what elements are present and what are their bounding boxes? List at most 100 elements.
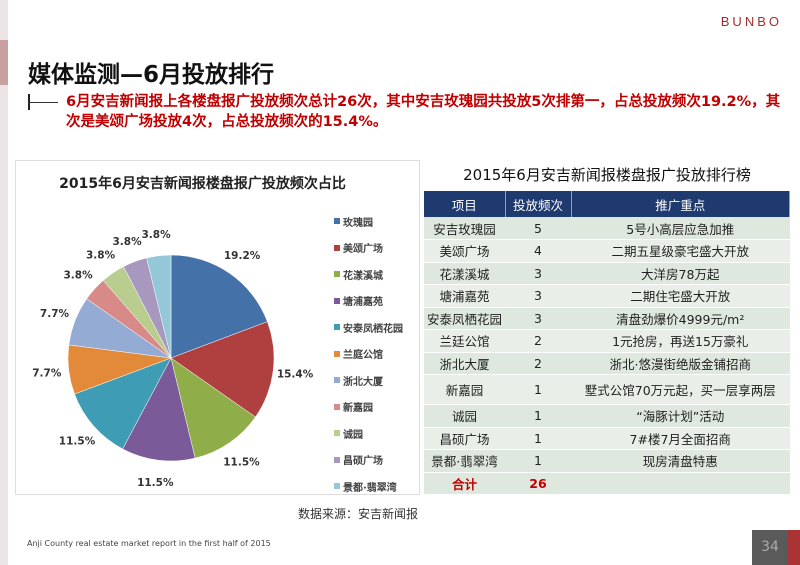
cell-frequency: 3 (505, 307, 571, 330)
pie-slice (170, 321, 275, 418)
header-project: 项目 (424, 191, 506, 217)
legend-label: 景都·翡翠湾 (343, 482, 397, 494)
slice-label: 11.5% (59, 435, 96, 447)
cell-frequency: 2 (505, 329, 571, 353)
slice-label: 11.5% (137, 477, 174, 489)
pie-slice (146, 254, 172, 359)
legend-label: 浙北大厦 (343, 376, 383, 388)
cell-project: 兰廷公馆 (424, 329, 505, 353)
pie-slice (170, 357, 256, 459)
cell-project: 景都·翡翠湾 (424, 449, 505, 473)
slice-label: 3.8% (142, 229, 172, 241)
cell-project: 浙北大厦 (424, 352, 505, 375)
legend-item: 安泰凤栖花园 (334, 314, 403, 341)
legend-label: 玫瑰园 (343, 217, 373, 229)
header-focus: 推广重点 (571, 191, 790, 217)
summary: 6月安吉新闻报上各楼盘报广投放频次总计26次，其中安吉玫瑰园共投放5次排第一，占… (28, 92, 788, 132)
left-decor-bar (0, 0, 8, 565)
table-row: 塘浦嘉苑 3 二期住宅盛大开放 (424, 284, 790, 308)
cell-project: 新嘉园 (424, 374, 505, 405)
legend-label: 昌硕广场 (343, 456, 383, 468)
summary-text: 6月安吉新闻报上各楼盘报广投放频次总计26次，其中安吉玫瑰园共投放5次排第一，占… (66, 94, 781, 130)
cell-focus: 1元抢房，再送15万豪礼 (571, 329, 790, 353)
legend-swatch (334, 430, 340, 437)
table-row: 美颂广场 4 二期五星级豪宅盛大开放 (424, 239, 790, 263)
legend-item: 美颂广场 (334, 235, 403, 262)
table-row: 昌硕广场 1 7#楼7月全面招商 (424, 427, 790, 450)
table-row: 诚园 1 “海豚计划”活动 (424, 404, 790, 428)
cell-focus: 大洋房78万起 (571, 262, 790, 285)
slice-label: 3.8% (86, 250, 116, 262)
legend-item: 新嘉园 (334, 394, 403, 421)
legend-item: 塘浦嘉苑 (334, 288, 403, 315)
footer-text: Anji County real estate market report in… (27, 539, 271, 548)
cell-focus: 浙北·悠漫街绝版金铺招商 (571, 352, 790, 375)
cell-focus: 现房清盘特惠 (571, 449, 790, 473)
legend-item: 玫瑰园 (334, 208, 403, 235)
legend-swatch (334, 244, 340, 251)
slice-label: 19.2% (224, 250, 261, 262)
cell-project: 美颂广场 (424, 239, 505, 263)
legend-item: 花漾溪城 (334, 261, 403, 288)
total-cell (571, 472, 790, 495)
slice-label: 3.8% (64, 269, 94, 281)
table-row: 新嘉园 1 墅式公馆70万元起，买一层享两层 (424, 374, 790, 405)
cell-project: 昌硕广场 (424, 427, 505, 450)
page-title: 媒体监测—6月投放排行 (28, 62, 275, 88)
legend-swatch (334, 271, 340, 278)
cell-focus: 二期五星级豪宅盛大开放 (571, 239, 790, 263)
legend-label: 塘浦嘉苑 (343, 297, 383, 309)
legend-swatch (334, 403, 340, 410)
legend-swatch (334, 324, 340, 331)
legend-item: 诚园 (334, 420, 403, 447)
chart-title: 2015年6月安吉新闻报楼盘报广投放频次占比 (59, 176, 346, 192)
cell-project: 花漾溪城 (424, 262, 505, 285)
table-row: 景都·翡翠湾 1 现房清盘特惠 (424, 449, 790, 473)
header-frequency: 投放频次 (505, 191, 572, 217)
table-title: 2015年6月安吉新闻报楼盘报广投放排行榜 (463, 166, 751, 184)
pie-svg: 19.2%15.4%11.5%11.5%11.5%7.7%7.7%3.8%3.8… (32, 229, 313, 489)
cell-focus: 5号小高层应急加推 (571, 217, 790, 240)
cell-project: 塘浦嘉苑 (424, 284, 505, 308)
pie-slice (170, 254, 268, 359)
cell-focus: 墅式公馆70万元起，买一层享两层 (571, 374, 790, 405)
legend-label: 诚园 (343, 429, 363, 441)
legend-swatch (334, 483, 340, 490)
cell-project: 安泰凤栖花园 (424, 307, 505, 330)
legend-label: 兰庭公馆 (343, 350, 383, 362)
total-cell: 合计 (424, 472, 505, 495)
cell-frequency: 1 (505, 449, 571, 473)
page-accent (788, 530, 800, 565)
table-row: 安泰凤栖花园 3 清盘劲爆价4999元/m² (424, 307, 790, 330)
cell-focus: 7#楼7月全面招商 (571, 427, 790, 450)
pie-slice (122, 357, 196, 462)
legend-item: 景都·翡翠湾 (334, 473, 403, 500)
slice-label: 11.5% (223, 456, 260, 468)
cell-focus: 二期住宅盛大开放 (571, 284, 790, 308)
table-row: 安吉玫瑰园 5 5号小高层应急加推 (424, 217, 790, 240)
legend-label: 花漾溪城 (343, 270, 383, 282)
page-number: 34 (752, 530, 788, 565)
legend-swatch (334, 350, 340, 357)
brand-logo: BUNBO (720, 14, 782, 29)
cell-frequency: 2 (505, 352, 571, 375)
table-row: 浙北大厦 2 浙北·悠漫街绝版金铺招商 (424, 352, 790, 375)
cell-focus: “海豚计划”活动 (571, 404, 790, 428)
cell-frequency: 5 (505, 217, 571, 240)
total-row: 合计 26 (424, 472, 790, 495)
table-row: 花漾溪城 3 大洋房78万起 (424, 262, 790, 285)
cell-frequency: 1 (505, 427, 571, 450)
legend-swatch (334, 297, 340, 304)
legend-item: 兰庭公馆 (334, 341, 403, 368)
ranking-table: 项目 投放频次 推广重点 安吉玫瑰园 5 5号小高层应急加推 美颂广场 4 二期五星级豪宅… (424, 191, 790, 495)
legend-label: 美颂广场 (343, 244, 383, 256)
cell-frequency: 1 (505, 404, 571, 428)
cell-frequency: 3 (505, 284, 571, 308)
legend-item: 浙北大厦 (334, 367, 403, 394)
cell-focus: 清盘劲爆价4999元/m² (571, 307, 790, 330)
pie-chart: 2015年6月安吉新闻报楼盘报广投放频次占比 19.2% 15.4% 11.5% 11… (15, 160, 420, 495)
chart-legend: 玫瑰园美颂广场花漾溪城塘浦嘉苑安泰凤栖花园 兰庭公馆浙北大厦新嘉园诚园昌硕广场景都… (334, 208, 403, 500)
legend-label: 安泰凤栖花园 (343, 323, 403, 335)
cell-project: 安吉玫瑰园 (424, 217, 505, 240)
total-cell: 26 (505, 472, 571, 495)
